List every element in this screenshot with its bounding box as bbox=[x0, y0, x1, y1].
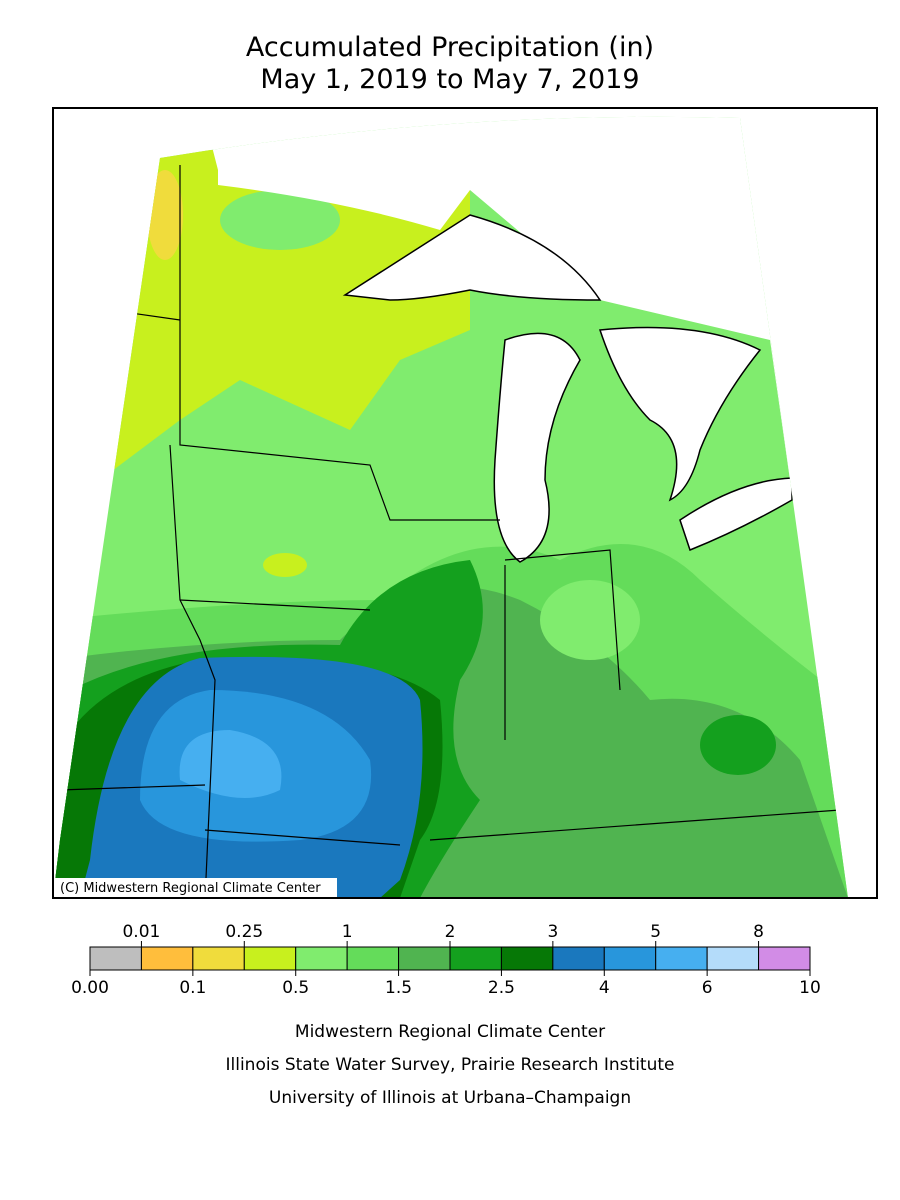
legend-swatch bbox=[192, 946, 245, 971]
legend-bottom-label: 0.1 bbox=[179, 978, 206, 998]
legend-bottom-label: 10 bbox=[799, 978, 821, 998]
legend-swatch bbox=[140, 946, 194, 971]
subtitle: May 1, 2019 to May 7, 2019 bbox=[260, 64, 639, 95]
legend-top-label: 5 bbox=[650, 922, 661, 942]
legend-swatch bbox=[346, 946, 400, 971]
legend-swatch bbox=[758, 946, 811, 971]
legend-swatch bbox=[655, 946, 708, 971]
footer-line: University of Illinois at Urbana–Champai… bbox=[269, 1088, 631, 1108]
legend-bottom-label: 1.5 bbox=[385, 978, 412, 998]
legend-bottom-label: 0.5 bbox=[282, 978, 309, 998]
legend-bottom-label: 0.00 bbox=[71, 978, 109, 998]
legend-top-label: 1 bbox=[342, 922, 353, 942]
legend-swatch bbox=[243, 946, 297, 971]
legend-bottom-label: 4 bbox=[599, 978, 610, 998]
copyright: (C) Midwestern Regional Climate Center bbox=[60, 881, 321, 896]
legend-swatch bbox=[500, 946, 554, 971]
map-frame bbox=[52, 107, 878, 899]
legend-swatch bbox=[295, 946, 348, 971]
precip-map bbox=[53, 116, 848, 898]
legend-swatch bbox=[398, 946, 451, 971]
footer: Midwestern Regional Climate Center Illino… bbox=[226, 1022, 675, 1108]
legend-swatch bbox=[89, 946, 142, 971]
footer-line: Illinois State Water Survey, Prairie Res… bbox=[226, 1055, 675, 1075]
legend-swatch bbox=[706, 946, 760, 971]
legend-bottom-label: 2.5 bbox=[488, 978, 515, 998]
copyright-box bbox=[54, 878, 337, 897]
legend-swatch bbox=[603, 946, 657, 971]
legend: 0.01 0.25 1 2 3 5 8 0.00 0.1 0.5 1.5 2.5 4 6 10 bbox=[71, 922, 821, 998]
legend-top-label: 0.25 bbox=[225, 922, 263, 942]
legend-bottom-label: 6 bbox=[702, 978, 713, 998]
legend-top-label: 2 bbox=[445, 922, 456, 942]
title: Accumulated Precipitation (in) bbox=[246, 32, 654, 63]
legend-swatch bbox=[449, 946, 502, 971]
legend-top-label: 0.01 bbox=[122, 922, 160, 942]
legend-top-label: 3 bbox=[547, 922, 558, 942]
legend-top-label: 8 bbox=[753, 922, 764, 942]
legend-swatch bbox=[552, 946, 605, 971]
footer-line: Midwestern Regional Climate Center bbox=[295, 1022, 605, 1042]
